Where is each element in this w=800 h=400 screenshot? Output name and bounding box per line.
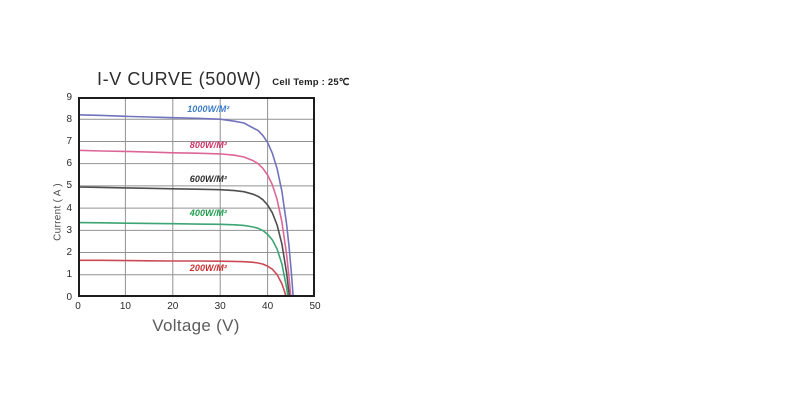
chart-title: I-V CURVE (500W) — [97, 69, 262, 89]
y-tick-label: 2 — [66, 247, 72, 259]
iv-curve-200wm2 — [78, 259, 287, 297]
curve-label-600wm2: 600W/M² — [189, 174, 227, 185]
x-tick-label: 30 — [214, 301, 226, 312]
curve-label-800wm2: 800W/M² — [189, 139, 227, 150]
y-tick-label: 1 — [66, 269, 72, 281]
x-tick-label: 50 — [309, 301, 321, 312]
x-tick-label: 40 — [262, 301, 274, 312]
curve-label-400wm2: 400W/M² — [189, 207, 227, 218]
iv-curve-1000wm2 — [78, 113, 294, 297]
y-tick-label: 4 — [66, 202, 72, 214]
cell-temp-label: Cell Temp : 25℃ — [272, 77, 350, 88]
plot-frame — [78, 97, 315, 297]
iv-curve-600wm2 — [78, 186, 291, 297]
x-axis-title: Voltage (V) — [152, 316, 240, 335]
y-tick-label: 0 — [66, 291, 72, 303]
y-tick-label: 9 — [66, 91, 72, 103]
curve-label-1000wm2: 1000W/M² — [187, 104, 230, 115]
iv-curve-400wm2 — [78, 221, 289, 297]
x-tick-label: 0 — [75, 301, 81, 312]
y-tick-label: 5 — [66, 180, 72, 192]
chart-header: I-V CURVE (500W) Cell Temp : 25℃ — [97, 69, 350, 90]
y-tick-label: 6 — [66, 158, 72, 170]
y-tick-label: 3 — [66, 224, 72, 236]
plot-area: 1000W/M² 800W/M² 600W/M² 400W/M² 200W/M² — [78, 97, 315, 297]
x-tick-label: 20 — [167, 301, 179, 312]
y-tick-label: 8 — [66, 113, 72, 125]
y-tick-label: 7 — [66, 135, 72, 147]
x-tick-label: 10 — [119, 301, 131, 312]
curve-label-200wm2: 200W/M² — [189, 262, 227, 273]
curves-canvas — [78, 97, 315, 297]
iv-curve-800wm2 — [78, 149, 292, 297]
